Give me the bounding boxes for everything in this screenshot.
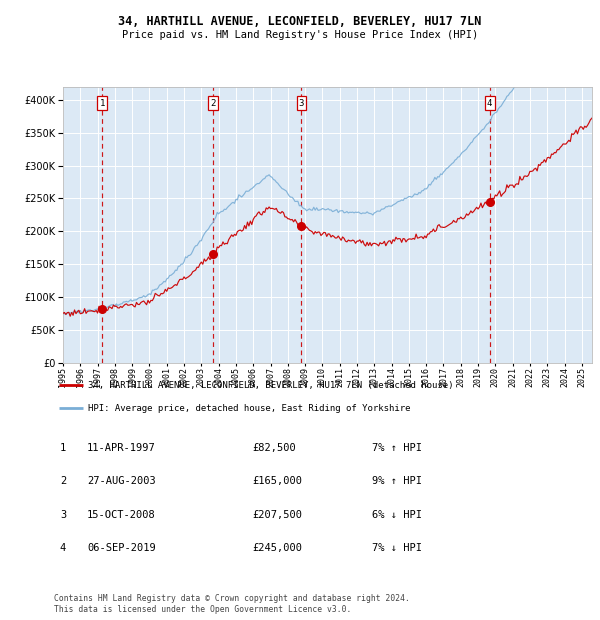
Text: 06-SEP-2019: 06-SEP-2019: [87, 543, 156, 553]
Text: HPI: Average price, detached house, East Riding of Yorkshire: HPI: Average price, detached house, East…: [88, 404, 411, 413]
Text: Contains HM Land Registry data © Crown copyright and database right 2024.
This d: Contains HM Land Registry data © Crown c…: [54, 595, 410, 614]
Text: 4: 4: [60, 543, 66, 553]
Text: 3: 3: [60, 510, 66, 520]
Text: 6% ↓ HPI: 6% ↓ HPI: [372, 510, 422, 520]
Text: 4: 4: [487, 99, 493, 108]
Text: Price paid vs. HM Land Registry's House Price Index (HPI): Price paid vs. HM Land Registry's House …: [122, 30, 478, 40]
Text: 2: 2: [60, 476, 66, 486]
Text: 11-APR-1997: 11-APR-1997: [87, 443, 156, 453]
Text: 27-AUG-2003: 27-AUG-2003: [87, 476, 156, 486]
Text: 3: 3: [299, 99, 304, 108]
Text: £165,000: £165,000: [252, 476, 302, 486]
Text: 7% ↓ HPI: 7% ↓ HPI: [372, 543, 422, 553]
Text: £82,500: £82,500: [252, 443, 296, 453]
Text: £207,500: £207,500: [252, 510, 302, 520]
Text: £245,000: £245,000: [252, 543, 302, 553]
Text: 1: 1: [60, 443, 66, 453]
Text: 34, HARTHILL AVENUE, LECONFIELD, BEVERLEY, HU17 7LN (detached house): 34, HARTHILL AVENUE, LECONFIELD, BEVERLE…: [88, 381, 454, 389]
Text: 15-OCT-2008: 15-OCT-2008: [87, 510, 156, 520]
Text: 2: 2: [210, 99, 215, 108]
Text: 1: 1: [100, 99, 105, 108]
Text: 34, HARTHILL AVENUE, LECONFIELD, BEVERLEY, HU17 7LN: 34, HARTHILL AVENUE, LECONFIELD, BEVERLE…: [118, 16, 482, 28]
Text: 9% ↑ HPI: 9% ↑ HPI: [372, 476, 422, 486]
Text: 7% ↑ HPI: 7% ↑ HPI: [372, 443, 422, 453]
